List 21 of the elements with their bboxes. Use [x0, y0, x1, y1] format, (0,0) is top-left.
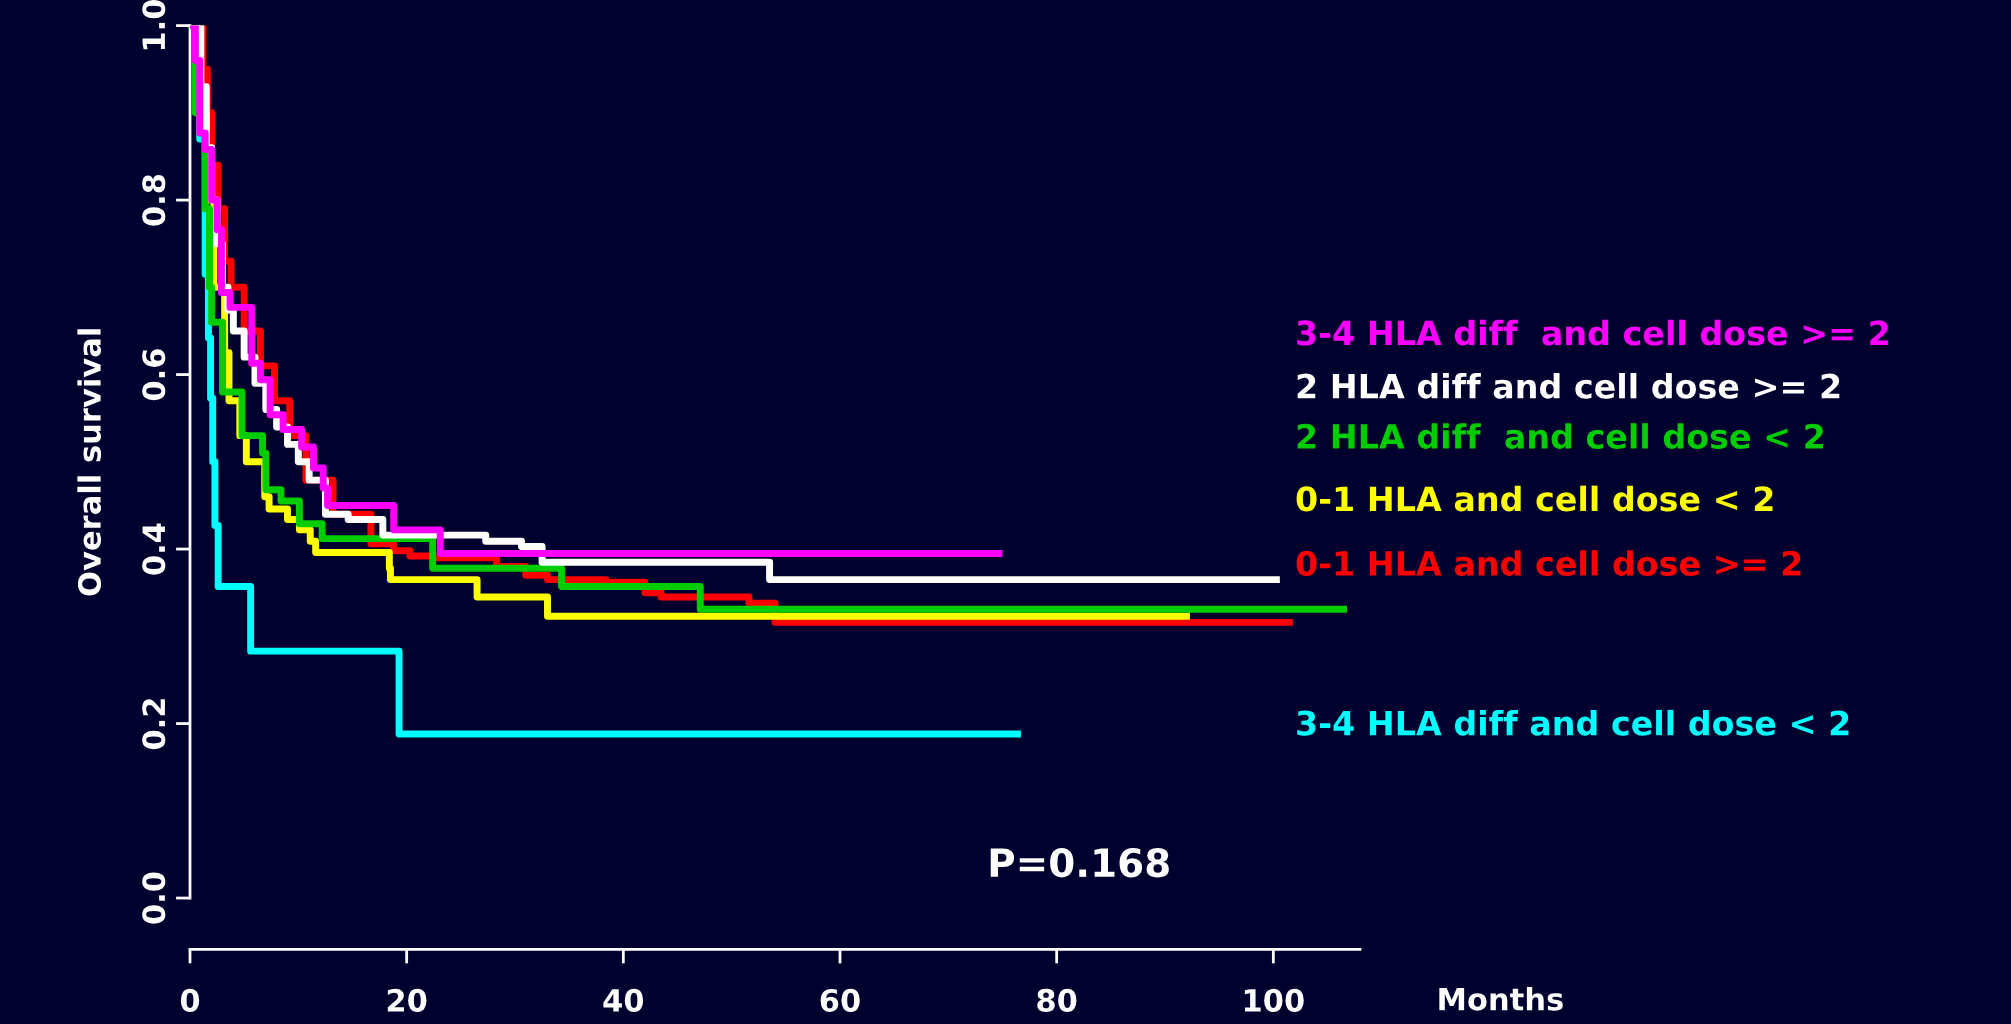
y-tick-label: 0.8 [142, 174, 166, 226]
y-tick-label: 0.2 [142, 699, 166, 750]
y-tick-label: 0.6 [142, 349, 166, 401]
text: 3-4 HLA diff and cell dose >= 2 [1297, 319, 1888, 346]
text: 2 HLA diff and cell dose >= 2 [1297, 372, 1840, 399]
series-label: 0-1 HLA and cell dose >= 2 [1296, 550, 1801, 576]
y-tick-label: 1.0 [142, 0, 166, 50]
text: 2 HLA diff and cell dose < 2 [1297, 423, 1823, 449]
x-tick-label: 100 [1244, 988, 1304, 1012]
x-tick-label: 20 [387, 988, 427, 1012]
x-tick-label: 80 [1037, 988, 1077, 1012]
x-tick-label: 60 [820, 988, 860, 1012]
y-tick-label: 0.0 [142, 872, 166, 924]
text: 3-4 HLA diff and cell dose < 2 [1297, 709, 1849, 736]
x-tick-label: 0 [180, 988, 200, 1012]
y-tick-label: 0.4 [142, 523, 166, 575]
x-tick-label: 40 [603, 988, 644, 1012]
text: 0-1 HLA and cell dose < 2 [1296, 485, 1773, 512]
y-axis-title: Overall survival [77, 329, 102, 596]
annotation: P=0.168 [990, 848, 1169, 878]
x-axis-title: Months [1439, 987, 1563, 1011]
